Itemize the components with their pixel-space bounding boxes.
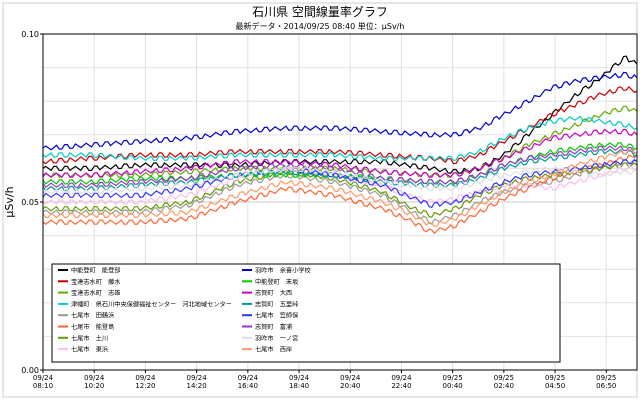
x-tick-time: 06:50	[596, 382, 616, 390]
legend-entry-label: 志賀町 大西	[255, 289, 292, 297]
series-line	[42, 158, 638, 208]
x-tick-time: 22:40	[391, 382, 411, 390]
x-tick-date: 09/24	[391, 374, 412, 382]
legend-entry-label: 七尾市 西岸	[255, 346, 292, 354]
x-tick-time: 04:50	[545, 382, 565, 390]
x-tick-time: 18:40	[289, 382, 309, 390]
x-tick-date: 09/24	[135, 374, 156, 382]
series-line	[42, 165, 637, 195]
y-tick-label: 0.05	[21, 198, 39, 207]
legend-entry-label: 七尾市 笠師保	[255, 312, 299, 320]
y-axis-label: μSv/h	[3, 186, 16, 217]
x-tick-time: 10:20	[84, 382, 104, 390]
series-lines	[42, 55, 638, 235]
legend-entry-label: 志賀町 五里峠	[255, 300, 298, 308]
y-tick-label: 0.00	[21, 366, 39, 375]
legend-entry-label: 宝達志水町 志雄	[71, 289, 121, 297]
x-tick-date: 09/24	[238, 374, 259, 382]
legend-entry-label: 七尾市 田鶴浜	[71, 312, 114, 320]
series-line	[42, 71, 638, 151]
legend-entry-label: 七尾市 能登島	[71, 323, 114, 331]
series-line	[42, 105, 638, 178]
x-axis-ticks: 09/2408:1009/2410:2009/2412:2009/2414:20…	[33, 370, 616, 390]
chart-subtitle: 最新データ・2014/09/25 08:40 単位：μSv/h	[236, 21, 405, 31]
series-line	[42, 55, 638, 174]
series-line	[42, 86, 638, 165]
x-tick-time: 00:40	[443, 382, 463, 390]
series-line	[42, 154, 638, 235]
series-line	[42, 145, 638, 189]
x-tick-date: 09/24	[84, 374, 105, 382]
legend-entry-label: 七尾市 東浜	[71, 346, 108, 354]
legend-entry-label: 羽咋市 余喜小学校	[255, 267, 311, 275]
legend-entry-label: 津幡町 県石川中央保健福祉センター 河北地域センター	[71, 300, 232, 308]
x-tick-date: 09/25	[494, 374, 514, 382]
series-line	[42, 115, 638, 162]
chart-title: 石川県 空間線量率グラフ	[252, 4, 388, 19]
x-tick-time: 12:20	[135, 382, 155, 390]
y-tick-label: 0.10	[21, 30, 39, 39]
legend-entry-label: 志賀町 富浦	[255, 323, 292, 331]
legend-entry-label: 羽咋市 一ノ宮	[255, 334, 298, 342]
x-tick-time: 08:10	[33, 382, 53, 390]
x-tick-time: 16:40	[238, 382, 258, 390]
x-tick-date: 09/24	[340, 374, 361, 382]
x-tick-date: 09/25	[545, 374, 565, 382]
x-tick-date: 09/24	[289, 374, 310, 382]
x-tick-date: 09/24	[33, 374, 54, 382]
legend-entry-label: 中能登町 末坂	[255, 278, 298, 286]
series-line	[42, 149, 637, 228]
legend-box	[51, 263, 561, 363]
x-tick-time: 14:20	[187, 382, 207, 390]
legend-entry-label: 中能登町 能登部	[71, 267, 121, 275]
x-tick-date: 09/25	[443, 374, 463, 382]
x-tick-date: 09/24	[187, 374, 208, 382]
legend-entry-label: 七尾市 土川	[71, 334, 108, 342]
series-line	[42, 162, 638, 218]
x-tick-date: 09/25	[596, 374, 616, 382]
x-tick-time: 20:40	[340, 382, 360, 390]
legend-entry-label: 宝達志水町 藤水	[71, 278, 121, 286]
x-tick-time: 02:40	[494, 382, 514, 390]
